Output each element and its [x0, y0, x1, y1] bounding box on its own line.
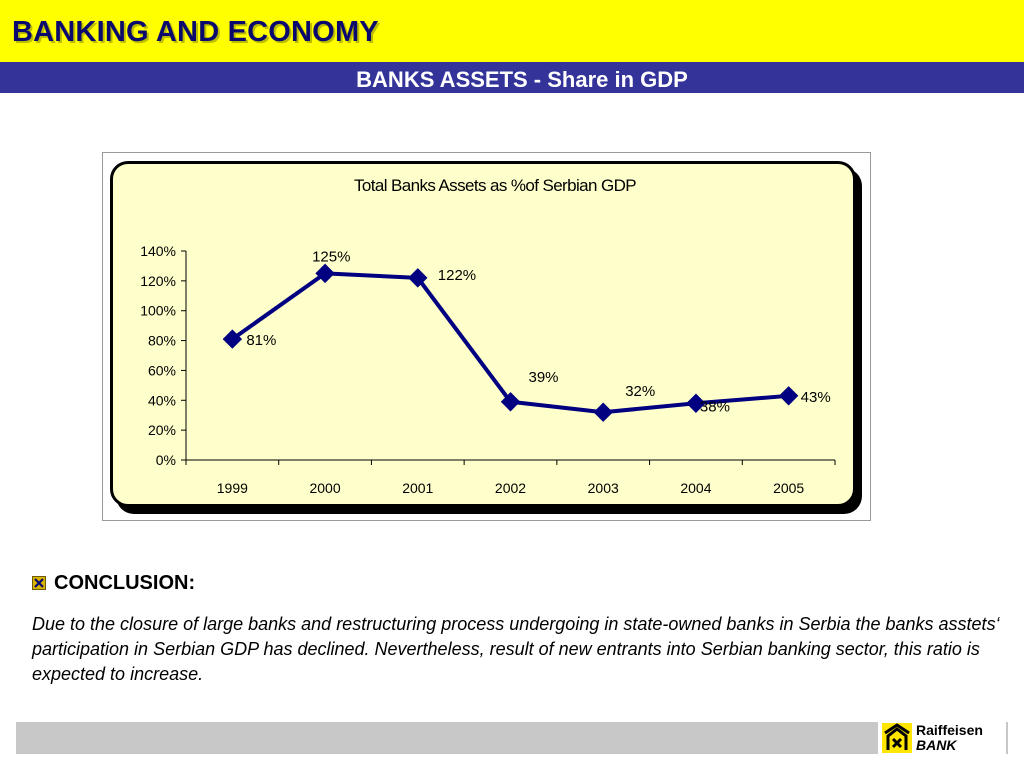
- subheader-band: [0, 62, 1024, 93]
- data-label: 38%: [700, 398, 730, 415]
- y-tick-label: 100%: [140, 303, 176, 319]
- header-band: [0, 0, 1024, 62]
- y-tick-label: 0%: [156, 452, 176, 468]
- data-label: 81%: [246, 332, 276, 349]
- y-tick-label: 120%: [140, 273, 176, 289]
- raiffeisen-gable-cross-icon: [882, 723, 912, 753]
- data-point-marker: [593, 402, 613, 422]
- x-tick-label: 2001: [402, 480, 433, 496]
- y-tick-label: 60%: [148, 362, 176, 378]
- x-tick-label: 2000: [309, 480, 340, 496]
- data-label: 39%: [529, 369, 559, 386]
- conclusion-heading: CONCLUSION:: [32, 571, 195, 595]
- footer-band: [16, 722, 1008, 754]
- conclusion-label: CONCLUSION:: [54, 571, 196, 594]
- logo-text: Raiffeisen BANK: [916, 723, 983, 753]
- data-point-marker: [222, 329, 243, 349]
- data-point-marker: [500, 392, 521, 412]
- raiffeisen-logo: Raiffeisen BANK: [878, 722, 1006, 754]
- chart-title: Total Banks Assets as %of Serbian GDP: [353, 176, 637, 195]
- data-point-marker: [686, 393, 706, 413]
- page-title: BANKING AND ECONOMY: [12, 16, 379, 48]
- page-subtitle: BANKS ASSETS - Share in GDP: [356, 67, 688, 92]
- x-tick-label: 2003: [588, 480, 619, 496]
- data-point-marker: [778, 386, 799, 406]
- data-point-marker: [315, 263, 335, 284]
- data-label: 122%: [438, 267, 476, 284]
- x-tick-label: 1999: [217, 480, 248, 496]
- x-tick-label: 2004: [680, 480, 711, 496]
- logo-line2: BANK: [916, 737, 957, 753]
- x-tick-label: 2005: [773, 480, 804, 496]
- y-tick-label: 20%: [148, 422, 176, 438]
- series-line: [231, 271, 789, 415]
- data-label: 32%: [625, 383, 655, 400]
- y-tick-label: 80%: [148, 333, 176, 349]
- checkbox-icon: [32, 576, 46, 590]
- data-label: 125%: [312, 248, 350, 265]
- data-point-marker: [408, 268, 428, 288]
- y-tick-label: 140%: [140, 243, 176, 259]
- y-tick-label: 40%: [148, 392, 176, 408]
- logo-line1: Raiffeisen: [916, 722, 983, 738]
- conclusion-text: Due to the closure of large banks and re…: [32, 614, 1000, 684]
- x-tick-label: 2002: [495, 480, 526, 496]
- data-label: 43%: [801, 389, 831, 406]
